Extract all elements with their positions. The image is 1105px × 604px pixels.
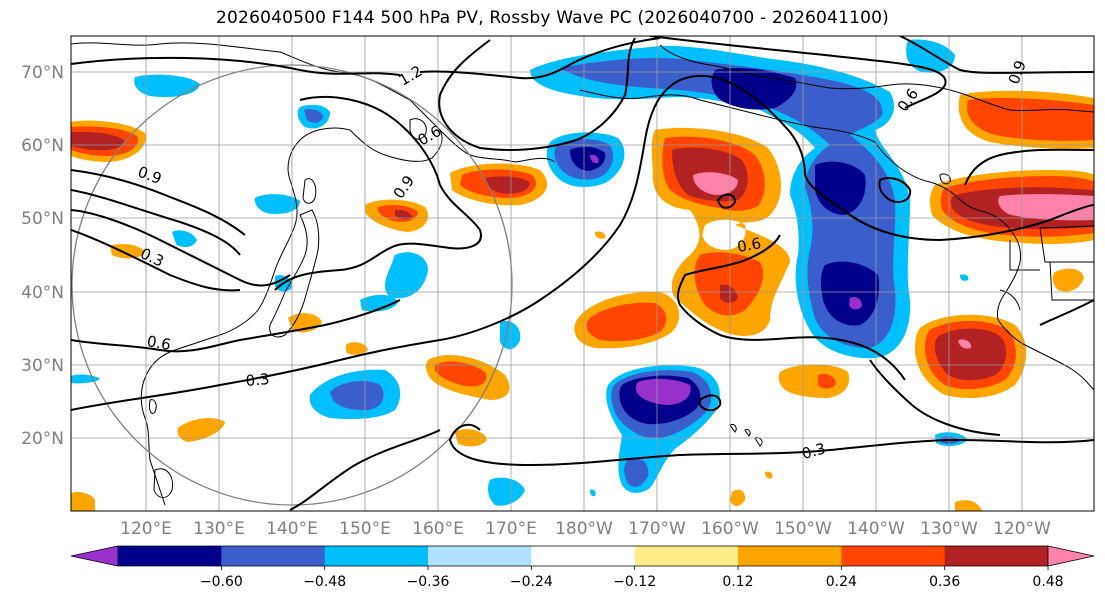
colorbar: −0.60 −0.48 −0.36 −0.24 −0.12 0.12 0.24 0.36 0.4…	[70, 545, 1095, 590]
lon-label: 140°E	[266, 519, 318, 539]
lon-label: 160°E	[412, 519, 464, 539]
colorbar-tick-label: −0.60	[200, 574, 243, 590]
colorbar-tick-label: −0.24	[510, 574, 553, 590]
map-frame	[70, 35, 1095, 512]
colorbar-segment	[428, 546, 532, 566]
colorbar-segment	[324, 546, 429, 566]
lon-label: 130°W	[920, 519, 978, 539]
colorbar-extend-min	[70, 545, 119, 567]
colorbar-segment	[531, 546, 636, 566]
lat-label-60n: 60°N	[21, 136, 64, 156]
longitude-labels: 120°E 130°E 140°E 150°E 160°E 170°E 180°…	[120, 519, 1051, 539]
lon-label: 150°W	[774, 519, 832, 539]
contour-label: 0.9	[1005, 58, 1030, 87]
lon-label: 130°E	[193, 519, 245, 539]
colorbar-segment	[221, 546, 326, 566]
lon-label: 150°E	[339, 519, 391, 539]
lon-label: 170°E	[485, 519, 537, 539]
colorbar-segment	[944, 546, 1049, 566]
colorbar-tick-label: −0.48	[303, 574, 346, 590]
colorbar-extend-max	[1047, 545, 1095, 567]
colorbar-segment	[841, 546, 946, 566]
reference-circle	[71, 64, 513, 506]
contour-label: 0.3	[800, 439, 828, 463]
lon-label: 180°W	[555, 519, 613, 539]
contour-label: 0.3	[245, 370, 270, 390]
colorbar-segment	[634, 546, 739, 566]
colorbar-segment	[118, 546, 222, 566]
contour-label: 0.6	[894, 85, 922, 115]
contour-label: 0.9	[135, 163, 164, 188]
contour-label: 0.3	[137, 244, 166, 270]
lat-label-70n: 70°N	[21, 63, 64, 83]
colorbar-ticks: −0.60 −0.48 −0.36 −0.24 −0.12 0.12 0.24 0.36 0.4…	[200, 566, 1064, 590]
colorbar-segment	[738, 546, 842, 566]
contour-label: 0.6	[146, 332, 173, 354]
colorbar-tick-label: 0.48	[1032, 574, 1063, 590]
lat-label-20n: 20°N	[21, 429, 64, 449]
lat-label-30n: 30°N	[21, 356, 64, 376]
pv-contours	[71, 36, 1094, 511]
lat-label-50n: 50°N	[21, 209, 64, 229]
colorbar-tick-label: 0.12	[722, 574, 753, 590]
lon-label: 120°W	[993, 519, 1051, 539]
lon-label: 170°W	[628, 519, 686, 539]
pv-anomaly-shading	[71, 39, 1094, 511]
gridlines	[71, 36, 1094, 511]
lon-label: 120°E	[120, 519, 172, 539]
lon-label: 140°W	[847, 519, 905, 539]
colorbar-tick-label: −0.36	[407, 574, 450, 590]
colorbar-segments	[118, 546, 1049, 566]
colorbar-tick-label: 0.36	[929, 574, 960, 590]
latitude-labels: 70°N 60°N 50°N 40°N 30°N 20°N	[21, 63, 64, 449]
lat-label-40n: 40°N	[21, 283, 64, 303]
lon-label: 160°W	[701, 519, 759, 539]
colorbar-tick-label: 0.24	[826, 574, 857, 590]
figure-title: 2026040500 F144 500 hPa PV, Rossby Wave …	[216, 8, 889, 28]
contour-label: 0.6	[736, 234, 763, 256]
contour-label: 1.2	[396, 62, 426, 90]
colorbar-tick-label: −0.12	[613, 574, 656, 590]
contour-label: 0.9	[390, 172, 418, 202]
